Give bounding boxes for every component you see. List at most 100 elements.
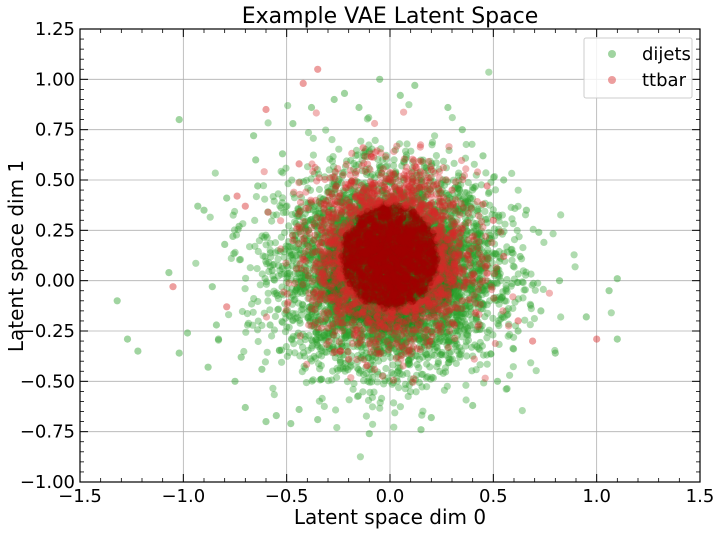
dijets-point	[339, 203, 348, 211]
dijets-point	[357, 197, 365, 205]
dijets-point	[337, 313, 345, 321]
dijets-point	[392, 190, 400, 198]
dijets-point	[334, 236, 342, 244]
dijets-point	[262, 231, 270, 239]
dijets-point	[337, 198, 345, 207]
dijets-point	[306, 199, 314, 207]
dijets-point	[385, 252, 393, 261]
dijets-point	[347, 278, 355, 286]
dijets-point	[353, 225, 361, 233]
dijets-point	[286, 249, 294, 257]
dijets-point	[352, 232, 360, 241]
dijets-point	[380, 289, 388, 297]
dijets-point	[424, 317, 432, 325]
dijets-point	[413, 301, 421, 310]
dijets-point	[348, 282, 356, 290]
dijets-point	[276, 202, 284, 210]
dijets-point	[408, 255, 416, 264]
dijets-point	[400, 281, 409, 289]
dijets-point	[386, 266, 394, 274]
dijets-point	[366, 332, 374, 340]
dijets-point	[338, 269, 347, 277]
dijets-point	[362, 412, 370, 420]
dijets-point	[384, 324, 392, 332]
dijets-point	[369, 420, 377, 428]
dijets-point	[411, 217, 419, 225]
dijets-point	[445, 296, 453, 304]
dijets-point	[431, 253, 439, 261]
dijets-point	[337, 322, 345, 330]
dijets-point	[386, 252, 395, 260]
dijets-point	[261, 195, 269, 203]
dijets-point	[423, 202, 431, 210]
dijets-point	[408, 257, 416, 265]
dijets-point	[484, 309, 492, 317]
dijets-point	[428, 337, 436, 345]
dijets-point	[379, 324, 387, 332]
dijets-point	[296, 208, 304, 216]
dijets-point	[261, 358, 269, 366]
dijets-point	[421, 349, 429, 357]
dijets-point	[429, 256, 437, 264]
dijets-point	[570, 251, 578, 259]
dijets-point	[397, 241, 405, 249]
dijets-point	[435, 217, 443, 225]
dijets-point	[353, 270, 361, 278]
dijets-point	[270, 391, 278, 399]
dijets-point	[519, 294, 527, 302]
dijets-point	[394, 203, 402, 211]
dijets-point	[363, 187, 371, 195]
dijets-point	[461, 254, 470, 263]
dijets-point	[390, 345, 398, 353]
dijets-point	[407, 218, 415, 226]
dijets-point	[368, 268, 376, 276]
dijets-point	[246, 264, 254, 272]
dijets-point	[369, 315, 377, 324]
dijets-point	[412, 329, 420, 337]
dijets-point	[366, 291, 374, 299]
dijets-point	[269, 384, 277, 392]
dijets-point	[303, 239, 311, 248]
dijets-point	[408, 197, 416, 205]
dijets-point	[352, 237, 360, 245]
dijets-point	[456, 312, 464, 320]
dijets-point	[476, 361, 484, 369]
dijets-point	[469, 267, 477, 275]
dijets-point	[301, 240, 309, 248]
dijets-point	[390, 263, 398, 271]
dijets-point	[332, 260, 340, 268]
dijets-point	[274, 255, 282, 263]
dijets-point	[483, 277, 492, 285]
dijets-point	[415, 183, 423, 192]
dijets-point	[433, 363, 441, 371]
dijets-point	[342, 263, 350, 271]
dijets-point	[439, 283, 447, 291]
dijets-point	[509, 363, 517, 371]
dijets-point	[491, 186, 500, 194]
dijets-point	[451, 280, 459, 288]
dijets-point	[363, 219, 371, 227]
dijets-point	[419, 242, 427, 250]
dijets-point	[389, 248, 397, 256]
dijets-point	[254, 247, 262, 256]
dijets-point	[336, 286, 344, 294]
dijets-point	[366, 196, 374, 204]
dijets-point	[399, 210, 407, 218]
dijets-point	[348, 255, 356, 263]
dijets-point	[460, 240, 468, 248]
dijets-point	[379, 302, 387, 310]
dijets-point	[426, 203, 434, 211]
dijets-point	[442, 282, 450, 291]
dijets-point	[413, 352, 421, 360]
dijets-point	[442, 242, 450, 250]
dijets-point	[449, 262, 457, 271]
dijets-point	[402, 153, 410, 161]
dijets-point	[393, 256, 401, 264]
dijets-point	[376, 265, 384, 274]
dijets-point	[420, 283, 428, 291]
dijets-point	[531, 286, 539, 294]
dijets-point	[371, 136, 379, 144]
dijets-point	[284, 180, 292, 188]
dijets-point	[350, 276, 358, 284]
